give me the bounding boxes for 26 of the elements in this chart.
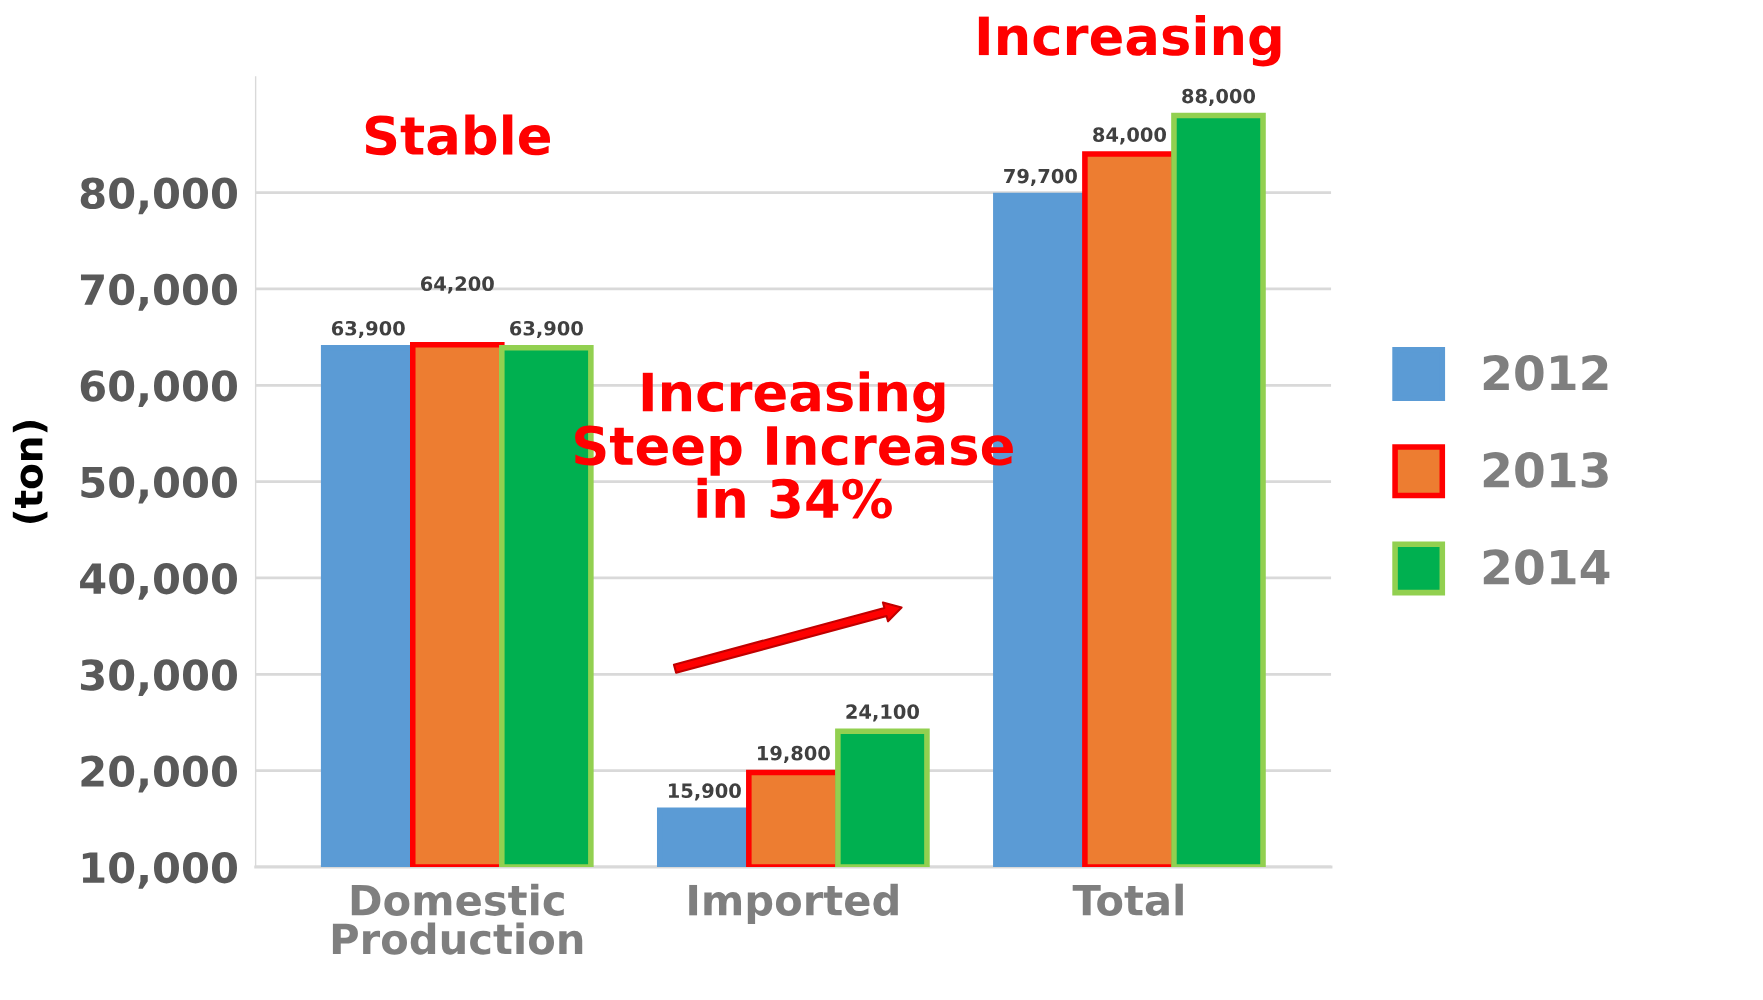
data-label: 79,700 (1004, 168, 1077, 186)
y-tick-label: 80,000 (80, 177, 237, 215)
y-tick-label: 20,000 (81, 755, 237, 793)
data-label: 15,900 (668, 783, 741, 801)
data-label: 64,200 (420, 276, 494, 294)
x-tick-label: Total (1072, 883, 1183, 916)
legend-label: 2012 (1483, 354, 1608, 391)
data-label: 84,000 (1093, 127, 1167, 145)
x-tick-label: Imported (689, 883, 898, 924)
y-tick-label: 30,000 (80, 659, 237, 697)
x-tick-label: Domestic Production (332, 883, 583, 955)
data-label: 19,800 (758, 745, 830, 763)
data-label: 63,900 (331, 320, 405, 339)
data-label: 88,000 (1182, 88, 1256, 106)
y-tick-label: 10,000 (82, 851, 237, 889)
legend-label: 2014 (1483, 549, 1610, 586)
annotation: Stable (365, 114, 550, 156)
y-axis-title: (ton) (12, 421, 48, 523)
y-tick-label: 40,000 (80, 562, 237, 600)
data-label: 63,900 (510, 320, 583, 339)
y-tick-label: 70,000 (80, 273, 237, 311)
y-tick-label: 60,000 (80, 370, 237, 408)
legend-label: 2013 (1483, 452, 1608, 488)
data-label: 24,100 (846, 704, 919, 722)
text: Increasing (978, 15, 1281, 67)
y-tick-label: 50,000 (81, 466, 237, 504)
